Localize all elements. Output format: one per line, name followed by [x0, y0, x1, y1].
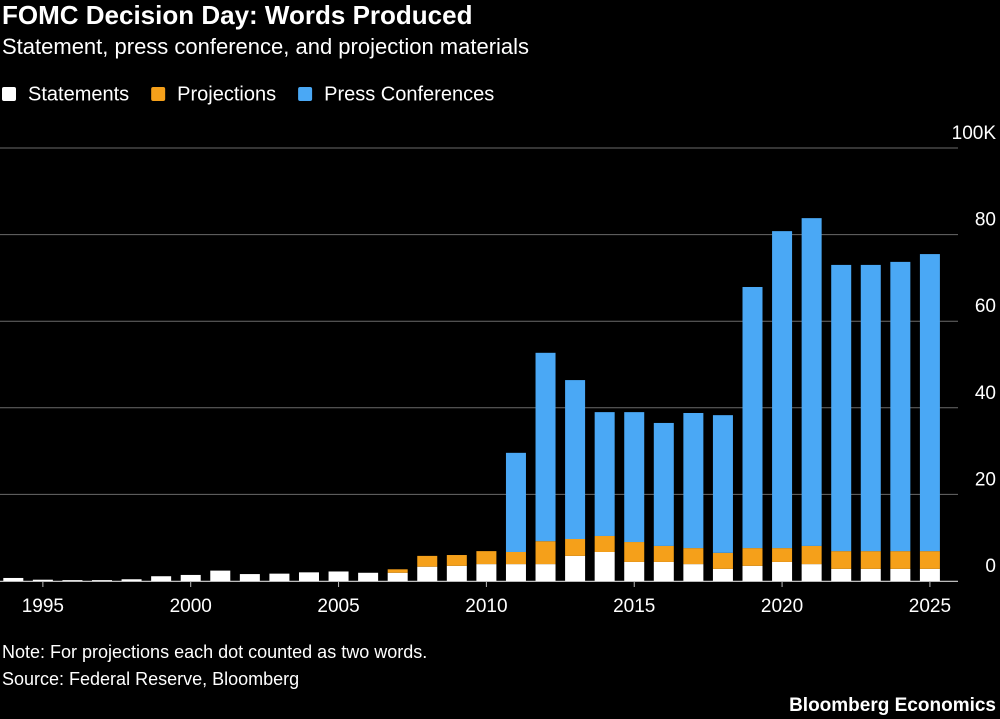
- bar-segment: [683, 548, 704, 565]
- x-tick-label: 2005: [317, 596, 359, 617]
- bar-segment: [919, 254, 940, 552]
- bar-segment: [919, 551, 940, 569]
- bar-segment: [62, 580, 83, 581]
- bar-segment: [417, 555, 438, 567]
- bar-segment: [831, 568, 852, 581]
- legend-swatch: [2, 87, 16, 101]
- bar-segment: [801, 218, 822, 546]
- note: Note: For projections each dot counted a…: [2, 642, 427, 662]
- bar-segment: [505, 551, 526, 565]
- bar-segment: [831, 551, 852, 569]
- y-tick-label: 80: [975, 210, 996, 231]
- chart-subtitle: Statement, press conference, and project…: [2, 34, 529, 59]
- bar-segment: [121, 579, 142, 581]
- y-tick-label: 100K: [952, 123, 997, 144]
- bar-segment: [239, 574, 260, 581]
- bar-segment: [180, 574, 201, 581]
- bar-segment: [712, 415, 733, 553]
- bar-segment: [535, 564, 556, 581]
- legend-swatch: [151, 87, 166, 101]
- bar-segment: [328, 571, 349, 581]
- bar-segment: [772, 231, 793, 549]
- y-tick-label: 20: [975, 469, 996, 490]
- bar-segment: [831, 264, 852, 552]
- x-tick-label: 2025: [909, 596, 951, 617]
- bar-segment: [890, 568, 911, 581]
- legend-swatch: [298, 87, 313, 101]
- bar-segment: [565, 538, 586, 556]
- legend-label: Projections: [177, 83, 276, 105]
- y-tick-label: 60: [975, 296, 996, 317]
- y-tick-label: 0: [985, 556, 996, 577]
- bar-segment: [860, 568, 881, 581]
- bar-segment: [387, 569, 408, 573]
- bar-segment: [919, 568, 940, 581]
- bar-segment: [298, 572, 319, 581]
- x-tick-label: 1995: [22, 596, 64, 617]
- chart-title: FOMC Decision Day: Words Produced: [2, 0, 472, 30]
- bar-segment: [890, 261, 911, 552]
- x-tick-label: 2015: [613, 596, 655, 617]
- bar-segment: [712, 552, 733, 569]
- bar-segment: [742, 548, 763, 566]
- bar-segment: [476, 551, 497, 565]
- bar-segment: [565, 555, 586, 581]
- bar-segment: [358, 572, 379, 581]
- bar-segment: [653, 422, 674, 546]
- bar-segment: [653, 545, 674, 562]
- bar-segment: [624, 542, 645, 562]
- bar-segment: [890, 551, 911, 569]
- y-tick-label: 40: [975, 383, 996, 404]
- bar-segment: [594, 412, 615, 536]
- bar-segment: [653, 561, 674, 581]
- brand: Bloomberg Economics: [789, 695, 996, 716]
- bar-segment: [712, 568, 733, 581]
- bar-segment: [505, 564, 526, 581]
- bar-segment: [624, 412, 645, 543]
- bar-segment: [742, 565, 763, 581]
- bar-segment: [772, 561, 793, 581]
- bar-segment: [860, 551, 881, 569]
- bar-segment: [387, 572, 408, 581]
- bar-segment: [772, 548, 793, 562]
- bar-segment: [565, 380, 586, 539]
- bar-segment: [535, 352, 556, 542]
- bar-segment: [446, 565, 467, 581]
- bar-segment: [446, 555, 467, 566]
- bar-segment: [269, 573, 290, 581]
- bar-segment: [476, 564, 497, 581]
- x-tick-label: 2000: [170, 596, 212, 617]
- bar-segment: [32, 579, 53, 581]
- bar-segment: [594, 535, 615, 552]
- bar-segment: [860, 264, 881, 552]
- bar-segment: [801, 564, 822, 581]
- bar-segment: [505, 452, 526, 552]
- bar-segment: [92, 580, 113, 581]
- bar-segment: [210, 570, 231, 581]
- bar-segment: [624, 561, 645, 581]
- bar-segment: [683, 564, 704, 581]
- source: Source: Federal Reserve, Bloomberg: [2, 669, 299, 689]
- legend-label: Press Conferences: [324, 83, 494, 105]
- bar-segment: [535, 541, 556, 565]
- x-tick-label: 2020: [761, 596, 803, 617]
- bar-segment: [742, 286, 763, 549]
- bar-segment: [3, 577, 24, 581]
- bar-segment: [801, 545, 822, 565]
- bar-segment: [417, 566, 438, 581]
- bar-segment: [594, 551, 615, 581]
- bar-segment: [151, 576, 172, 581]
- bar-segment: [683, 412, 704, 549]
- x-tick-label: 2010: [465, 596, 507, 617]
- legend-label: Statements: [28, 83, 129, 105]
